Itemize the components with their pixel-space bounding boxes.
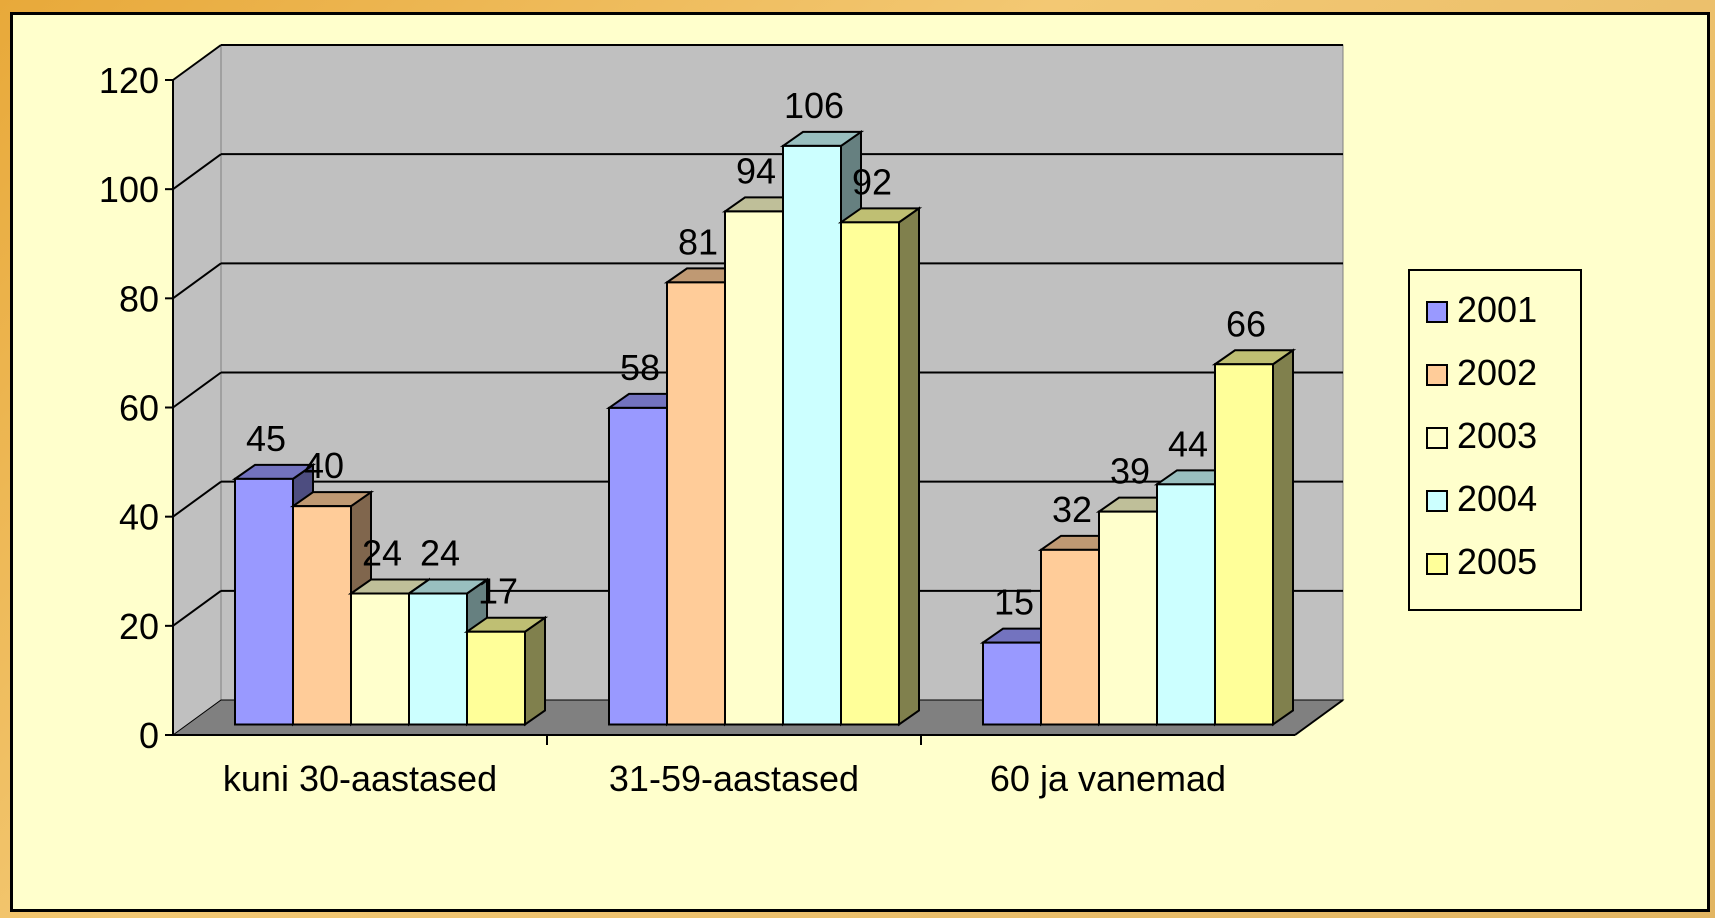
legend-swatch xyxy=(1426,490,1448,512)
legend-swatch xyxy=(1426,427,1448,449)
bar[interactable] xyxy=(1156,483,1216,726)
bar-side xyxy=(1272,348,1294,727)
y-tick-label: 80 xyxy=(119,278,159,319)
legend-label: 2003 xyxy=(1457,415,1537,456)
axes: 0 20 40 60 80 100 120 kuni 30-aastased 31-59-aas… xyxy=(99,60,1344,799)
legend-label: 2004 xyxy=(1457,478,1537,519)
data-label: 45 xyxy=(246,418,286,459)
x-tick-label: kuni 30-aastased xyxy=(223,758,497,799)
y-tick-label: 40 xyxy=(119,497,159,538)
legend[interactable]: 2001 2002 2003 2004 2005 xyxy=(1408,269,1582,611)
gridline-side xyxy=(172,44,222,81)
gridline-side xyxy=(172,153,222,190)
chart-frame: 0 20 40 60 80 100 120 kuni 30-aastased 31-59-aas… xyxy=(10,12,1710,912)
data-label: 44 xyxy=(1168,423,1208,464)
data-label: 32 xyxy=(1052,489,1092,530)
data-label: 81 xyxy=(678,221,718,262)
bar[interactable] xyxy=(1040,548,1100,726)
bar[interactable] xyxy=(782,144,842,726)
y-tick-label: 0 xyxy=(139,715,159,756)
data-label: 40 xyxy=(304,445,344,486)
bar-side xyxy=(898,206,920,727)
bar[interactable] xyxy=(724,210,784,726)
data-label: 15 xyxy=(994,582,1034,623)
bar[interactable] xyxy=(982,641,1042,726)
bar-side xyxy=(524,615,546,727)
bar[interactable] xyxy=(466,630,526,726)
data-label: 17 xyxy=(478,571,518,612)
legend-label: 2002 xyxy=(1457,352,1537,393)
gridline-side xyxy=(172,480,222,518)
data-label: 24 xyxy=(362,533,402,574)
floor-edge xyxy=(1294,699,1344,736)
data-label: 66 xyxy=(1226,303,1266,344)
bar[interactable] xyxy=(840,221,900,726)
data-label: 106 xyxy=(784,85,844,126)
bars xyxy=(231,129,1297,727)
data-label: 24 xyxy=(420,533,460,574)
bar[interactable] xyxy=(292,505,352,726)
legend-swatch xyxy=(1426,301,1448,323)
legend-swatch xyxy=(1426,553,1448,575)
data-label: 92 xyxy=(852,161,892,202)
y-tick-label: 120 xyxy=(99,60,159,101)
gridline-side xyxy=(172,371,222,409)
bar[interactable] xyxy=(666,281,726,726)
x-tick-label: 31-59-aastased xyxy=(609,758,859,799)
bar-chart: 0 20 40 60 80 100 120 kuni 30-aastased 31-59-aas… xyxy=(99,44,1582,799)
bar[interactable] xyxy=(408,592,468,726)
gridline-side xyxy=(172,262,222,300)
y-tick-label: 20 xyxy=(119,606,159,647)
bar[interactable] xyxy=(350,592,410,726)
bar[interactable] xyxy=(1098,510,1158,726)
legend-label: 2001 xyxy=(1457,289,1537,330)
y-tick-label: 100 xyxy=(99,169,159,210)
legend-label: 2005 xyxy=(1457,541,1537,582)
x-tick-label: 60 ja vanemad xyxy=(990,758,1226,799)
gridline-side xyxy=(172,590,222,627)
y-tick-label: 60 xyxy=(119,388,159,429)
bar[interactable] xyxy=(608,406,668,726)
bar[interactable] xyxy=(234,477,294,726)
data-label: 39 xyxy=(1110,451,1150,492)
legend-swatch xyxy=(1426,364,1448,386)
data-label: 58 xyxy=(620,347,660,388)
bar[interactable] xyxy=(1214,363,1274,726)
data-label: 94 xyxy=(736,150,776,191)
